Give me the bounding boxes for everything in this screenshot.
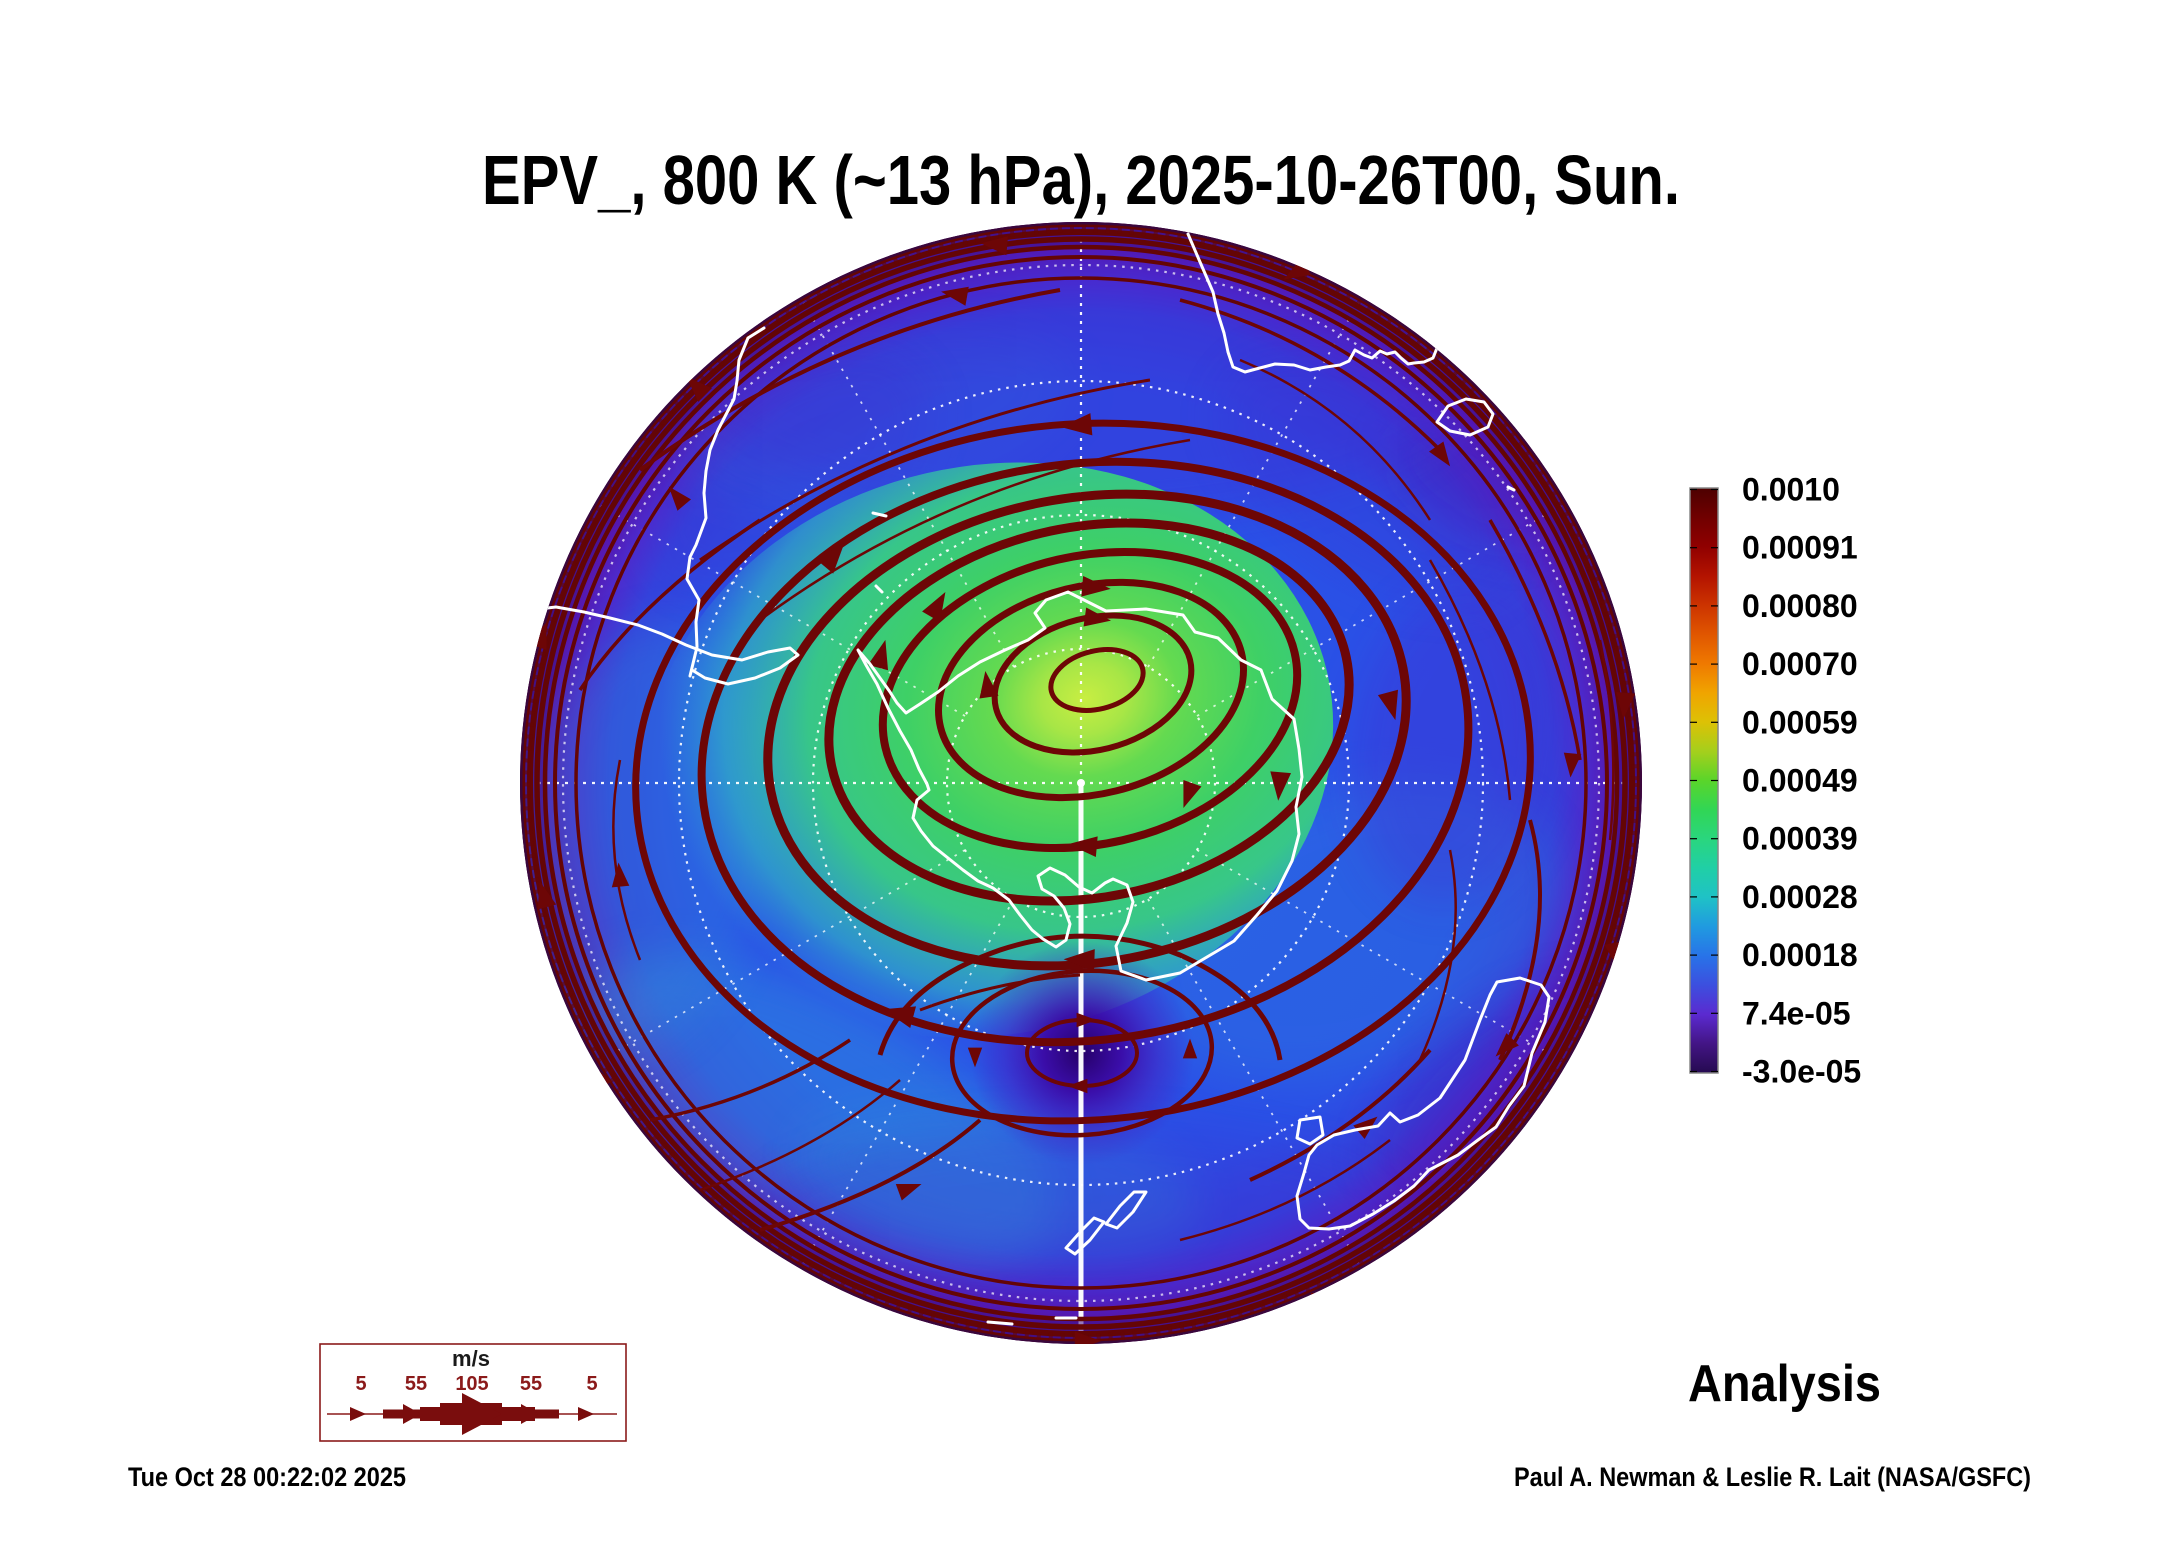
svg-text:0.00059: 0.00059	[1742, 704, 1858, 740]
svg-text:55: 55	[520, 1373, 542, 1395]
svg-text:55: 55	[405, 1373, 427, 1395]
svg-text:105: 105	[455, 1373, 488, 1395]
svg-text:5: 5	[355, 1373, 366, 1395]
svg-text:EPV_, 800 K (~13 hPa), 2025-10: EPV_, 800 K (~13 hPa), 2025-10-26T00, Su…	[482, 141, 1680, 219]
svg-text:0.00049: 0.00049	[1742, 763, 1858, 799]
svg-text:7.4e-05: 7.4e-05	[1742, 995, 1851, 1031]
svg-text:m/s: m/s	[452, 1346, 490, 1371]
svg-text:0.00039: 0.00039	[1742, 821, 1858, 857]
svg-text:-3.0e-05: -3.0e-05	[1742, 1054, 1861, 1090]
svg-text:5: 5	[586, 1373, 597, 1395]
svg-text:0.00028: 0.00028	[1742, 879, 1858, 915]
svg-text:Tue Oct 28 00:22:02 2025: Tue Oct 28 00:22:02 2025	[128, 1462, 406, 1492]
svg-text:0.00091: 0.00091	[1742, 530, 1858, 566]
svg-text:0.0010: 0.0010	[1742, 472, 1840, 508]
svg-text:0.00080: 0.00080	[1742, 588, 1858, 624]
svg-text:0.00070: 0.00070	[1742, 646, 1858, 682]
svg-text:0.00018: 0.00018	[1742, 937, 1858, 973]
svg-text:Paul A. Newman & Leslie R. Lai: Paul A. Newman & Leslie R. Lait (NASA/GS…	[1514, 1462, 2031, 1492]
svg-text:Analysis: Analysis	[1688, 1355, 1881, 1413]
